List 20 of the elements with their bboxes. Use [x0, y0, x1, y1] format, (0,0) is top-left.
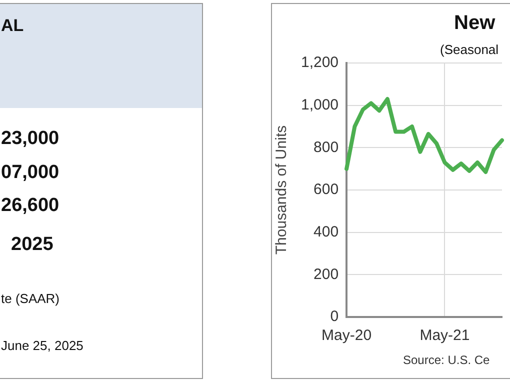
text: 26,600 — [1, 195, 60, 217]
text: 07,000 — [1, 162, 60, 184]
y-tick-label: 600 — [314, 181, 339, 198]
y-tick-label: 400 — [314, 223, 339, 240]
y-tick-label: 1,000 — [300, 96, 339, 114]
text: June 25, 2025 — [1, 338, 84, 353]
y-axis-title: Thousands of Units — [273, 125, 290, 255]
y-tick-label: 0 — [330, 308, 339, 326]
x-tick-label: May-20 — [322, 327, 372, 344]
y-tick-label: 200 — [314, 266, 339, 283]
text: 23,000 — [1, 128, 60, 150]
chart-title: New — [454, 12, 496, 35]
x-tick-label: May-21 — [420, 327, 470, 344]
chart-subtitle: (Seasonal — [440, 42, 499, 57]
text: AL — [1, 16, 24, 36]
source-note: Source: U.S. Ce — [403, 353, 490, 367]
y-tick-label: 800 — [314, 138, 339, 156]
text: 2025 — [11, 234, 54, 256]
text: te (SAAR) — [1, 291, 60, 306]
y-tick-label: 1,200 — [300, 54, 339, 72]
